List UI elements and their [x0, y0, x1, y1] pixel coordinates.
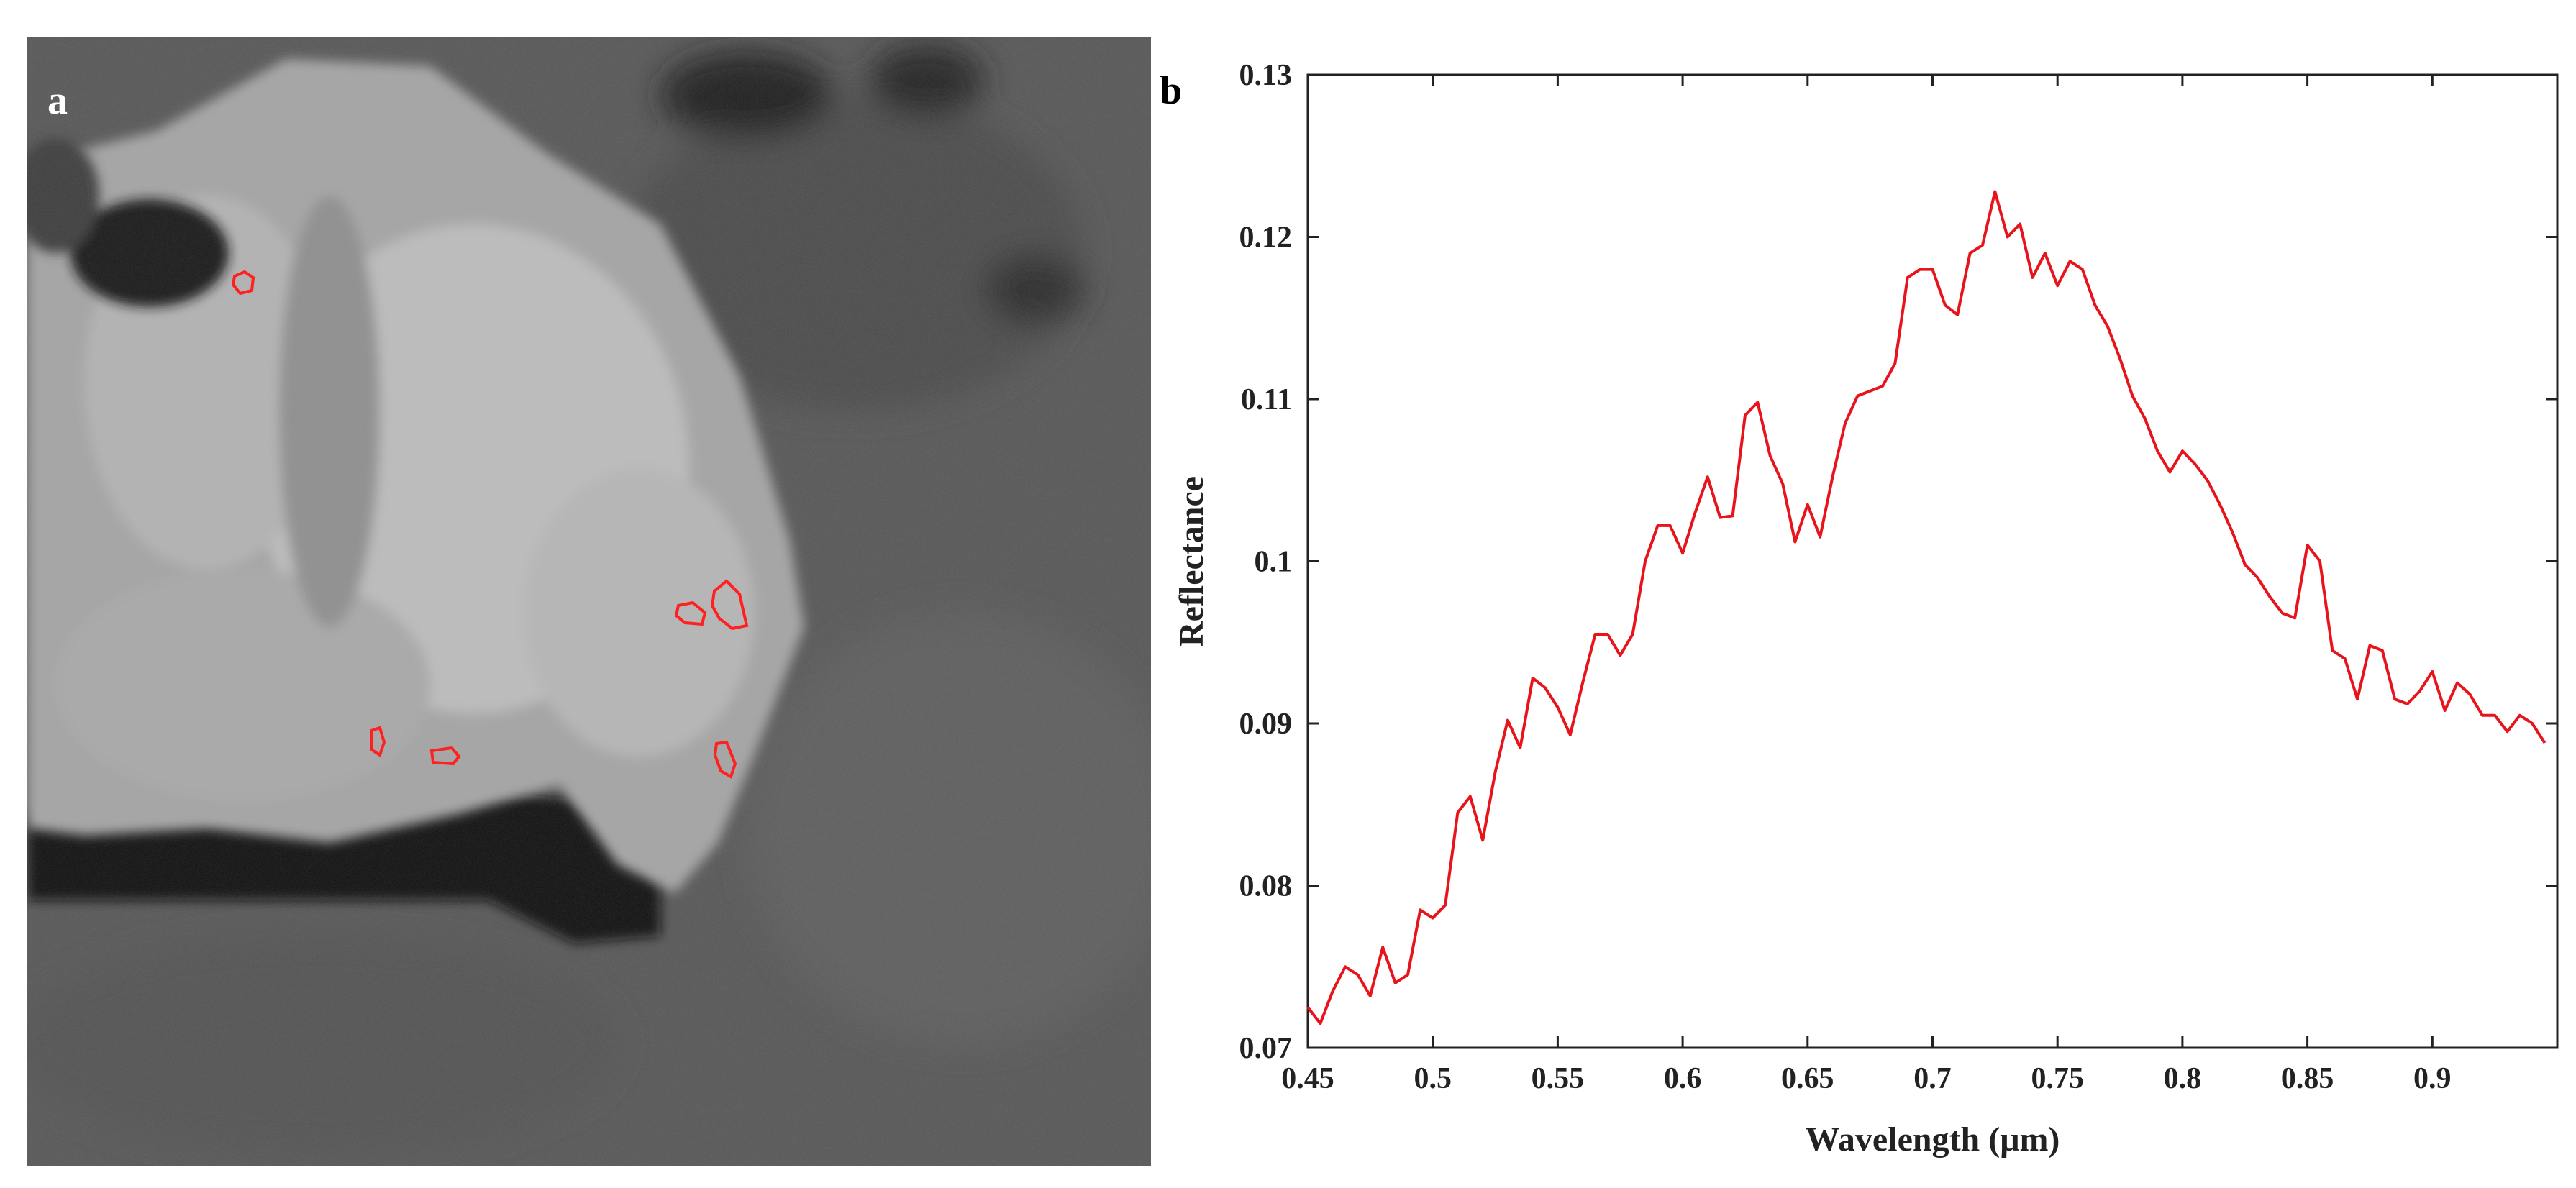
- y-tick-label: 0.09: [1239, 708, 1293, 741]
- x-tick-label: 0.45: [1281, 1062, 1334, 1095]
- x-tick-label: 0.7: [1913, 1062, 1952, 1095]
- roi-outlines: [231, 270, 749, 779]
- panel-label-a: a: [47, 78, 68, 123]
- rock-image: [27, 37, 1151, 1166]
- x-tick-label: 0.85: [2281, 1062, 2334, 1095]
- x-axis-title: Wavelength (μm): [1806, 1120, 2060, 1159]
- x-tick-label: 0.55: [1532, 1062, 1585, 1095]
- y-tick-label: 0.11: [1241, 383, 1292, 416]
- x-tick-label: 0.5: [1414, 1062, 1452, 1095]
- x-tick-label: 0.65: [1781, 1062, 1834, 1095]
- y-tick-label: 0.12: [1239, 221, 1293, 255]
- rock-image-panel: [27, 37, 1151, 1166]
- y-tick-label: 0.07: [1239, 1032, 1293, 1065]
- series-line-reflectance: [1306, 190, 2547, 1025]
- x-tick-label: 0.6: [1664, 1062, 1702, 1095]
- x-tick-label: 0.75: [2031, 1062, 2084, 1095]
- plot-frame: [1306, 73, 2559, 1049]
- y-axis-title: Reflectance: [1173, 476, 1211, 646]
- y-tick-label: 0.08: [1239, 870, 1293, 903]
- panel-label-b: b: [1160, 68, 1183, 113]
- x-axis: 0.45 0.5 0.55 0.6 0.65 0.7 0.75 0.8 0.85 0.9: [1281, 75, 2452, 1095]
- y-axis: 0.07 0.08 0.09 0.1 0.11 0.12 0.13: [1239, 59, 2557, 1065]
- y-tick-label: 0.1: [1255, 546, 1293, 579]
- x-tick-label: 0.8: [2164, 1062, 2202, 1095]
- y-tick-label: 0.13: [1239, 59, 1293, 92]
- x-tick-label: 0.9: [2413, 1062, 2452, 1095]
